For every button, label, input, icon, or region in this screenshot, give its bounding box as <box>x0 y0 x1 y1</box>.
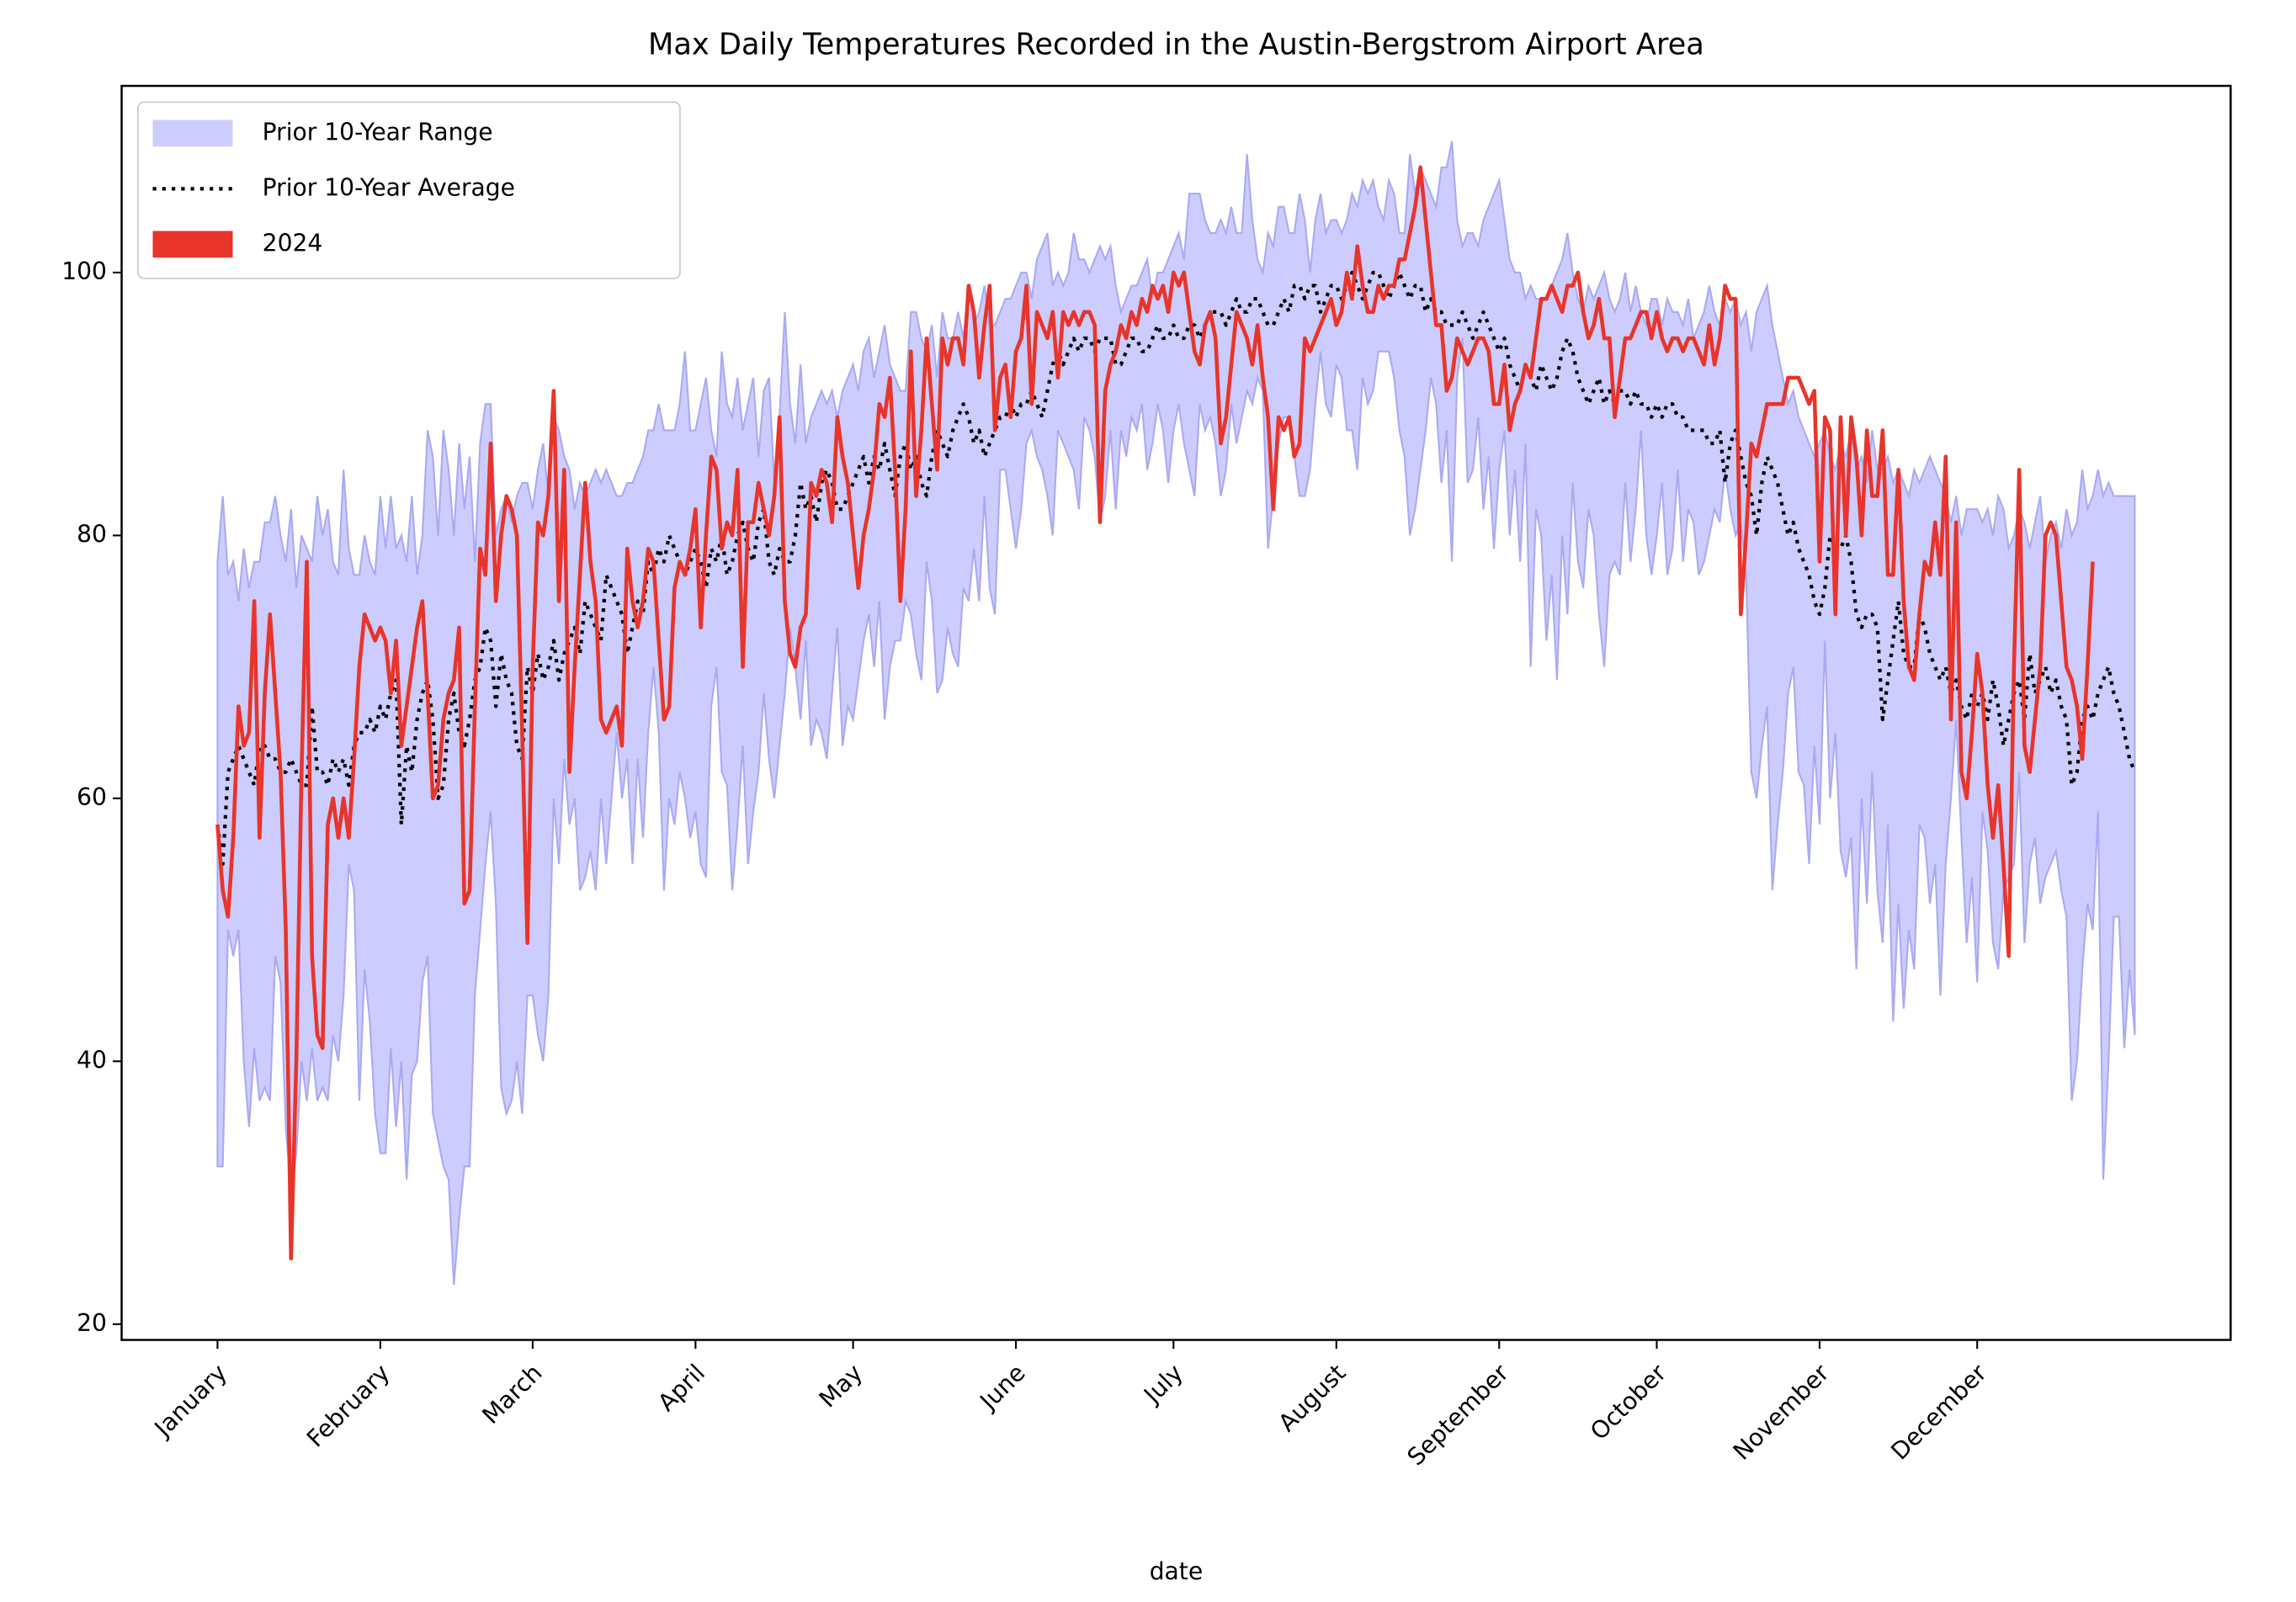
legend-label: Prior 10-Year Range <box>263 118 493 146</box>
series-line <box>215 165 2095 1260</box>
x-axis-label: date <box>1150 1557 1203 1585</box>
range-band <box>216 141 2136 1285</box>
y-tick-label: 20 <box>77 1309 107 1337</box>
average-line <box>215 270 2137 867</box>
legend: Prior 10-Year Range Prior 10-Year Average… <box>137 101 681 279</box>
legend-swatch <box>152 119 233 147</box>
legend-label: Prior 10-Year Average <box>263 173 515 201</box>
y-tick-label: 80 <box>77 520 107 548</box>
y-tick-label: 100 <box>61 257 107 285</box>
chart-title: Max Daily Temperatures Recorded in the A… <box>648 28 1704 62</box>
legend-label: 2024 <box>263 229 323 257</box>
legend-box <box>137 101 681 279</box>
legend-swatch <box>152 231 233 258</box>
axes-frame <box>120 84 2232 1341</box>
y-tick-label: 60 <box>77 783 107 811</box>
plot-area <box>215 141 2137 1285</box>
y-tick-label: 40 <box>77 1046 107 1074</box>
